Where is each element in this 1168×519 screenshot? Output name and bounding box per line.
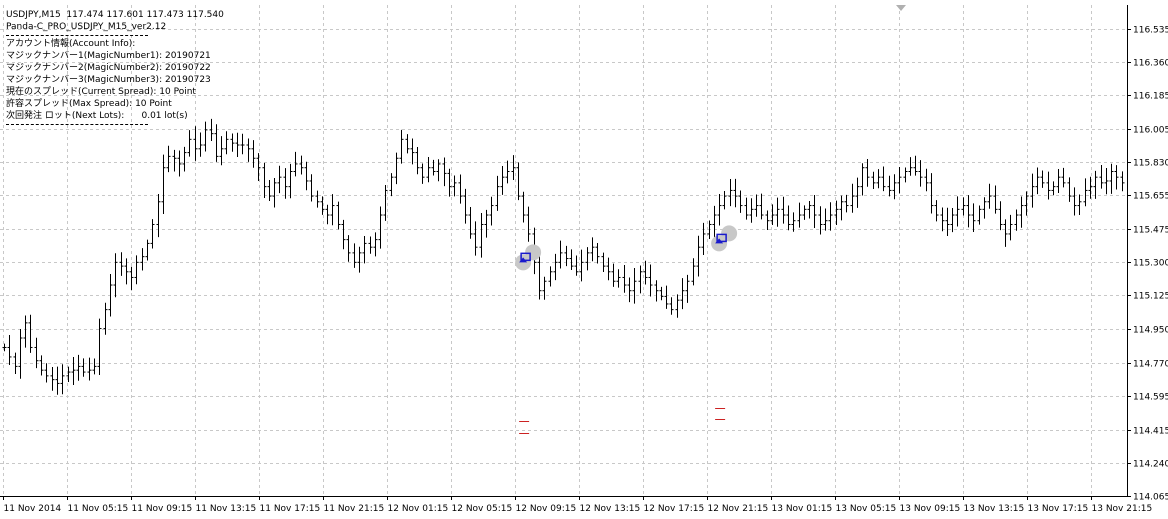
candlesticks <box>2 118 1125 395</box>
x-tick-label: 11 Nov 05:15 <box>68 504 129 514</box>
y-tick-label: 115.300 <box>1133 259 1168 269</box>
trade-box <box>716 233 727 243</box>
grid-lines <box>0 5 1127 497</box>
trade-box <box>520 252 531 262</box>
y-tick-label: 114.770 <box>1133 360 1168 370</box>
x-tick-label: 12 Nov 21:15 <box>708 504 769 514</box>
info-magic-number-2: マジックナンバー2(MagicNumber2): 20190722 <box>6 63 211 73</box>
info-divider-bottom <box>6 124 148 125</box>
x-tick-label: 13 Nov 17:15 <box>1028 504 1089 514</box>
x-tick-label: 13 Nov 13:15 <box>964 504 1025 514</box>
y-tick-label: 115.655 <box>1133 192 1168 202</box>
y-tick-label: 114.950 <box>1133 326 1168 336</box>
ea-name: Panda-C_PRO_USDJPY_M15_ver2.12 <box>6 22 167 32</box>
y-tick-label: 116.360 <box>1133 59 1168 69</box>
symbol-header: USDJPY,M15 117.474 117.601 117.473 117.5… <box>6 10 224 20</box>
info-account-label: アカウント情報(Account Info): <box>6 39 136 49</box>
info-magic-number-3: マジックナンバー3(MagicNumber3): 20190723 <box>6 75 211 85</box>
y-tick-label: 116.535 <box>1133 26 1168 36</box>
trade-markers <box>515 225 738 434</box>
x-tick-label: 11 Nov 2014 <box>4 504 62 514</box>
shift-marker-icon[interactable] <box>896 5 906 11</box>
x-tick-label: 11 Nov 13:15 <box>196 504 257 514</box>
x-tick-label: 12 Nov 01:15 <box>388 504 449 514</box>
y-tick-label: 115.125 <box>1133 292 1168 302</box>
x-tick-label: 12 Nov 05:15 <box>452 504 513 514</box>
x-tick-label: 11 Nov 17:15 <box>260 504 321 514</box>
y-tick-label: 115.830 <box>1133 159 1168 169</box>
x-tick-label: 13 Nov 05:15 <box>836 504 897 514</box>
trade-ring <box>721 225 738 242</box>
y-tick-label: 114.240 <box>1133 460 1168 470</box>
y-tick-label: 116.185 <box>1133 92 1168 102</box>
x-tick-label: 13 Nov 09:15 <box>900 504 961 514</box>
y-tick-label: 114.415 <box>1133 427 1168 437</box>
trade-ring <box>525 244 542 261</box>
x-tick-label: 12 Nov 13:15 <box>580 504 641 514</box>
x-tick-label: 11 Nov 09:15 <box>132 504 193 514</box>
info-max-spread: 許容スプレッド(Max Spread): 10 Point <box>6 99 172 109</box>
x-tick-label: 11 Nov 21:15 <box>324 504 385 514</box>
x-tick-label: 13 Nov 01:15 <box>772 504 833 514</box>
y-tick-label: 115.475 <box>1133 226 1168 236</box>
info-next-lots: 次回発注 ロット(Next Lots): 0.01 lot(s) <box>6 111 188 121</box>
info-magic-number-1: マジックナンバー1(MagicNumber1): 20190721 <box>6 51 211 61</box>
y-axis-ticks: 116.535 116.360 116.185 116.005 115.830 115.6… <box>1127 26 1168 503</box>
info-current-spread: 現在のスプレッド(Current Spread): 10 Point <box>6 87 196 97</box>
x-tick-label: 12 Nov 09:15 <box>516 504 577 514</box>
x-tick-label: 13 Nov 21:15 <box>1092 504 1153 514</box>
y-tick-label: 114.595 <box>1133 393 1168 403</box>
x-axis-ticks: 11 Nov 2014 11 Nov 05:15 11 Nov 09:15 11 No… <box>3 496 1153 514</box>
y-tick-label: 114.065 <box>1133 493 1168 503</box>
y-tick-label: 116.005 <box>1133 126 1168 136</box>
chart-info-panel: USDJPY,M15 117.474 117.601 117.473 117.5… <box>6 9 224 127</box>
info-divider <box>6 35 148 36</box>
x-tick-label: 12 Nov 17:15 <box>644 504 705 514</box>
